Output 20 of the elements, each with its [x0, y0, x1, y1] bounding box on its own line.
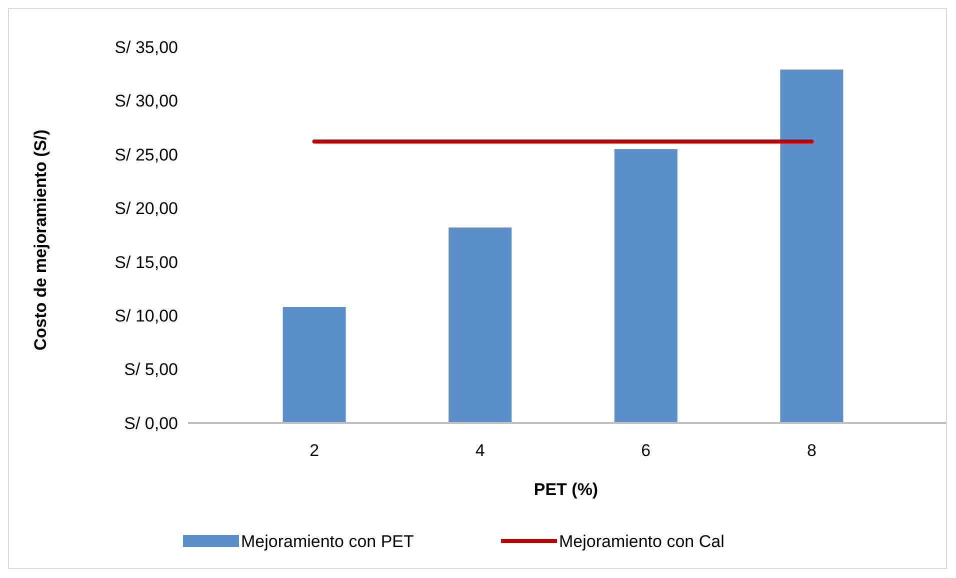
x-tick-label: 8 — [806, 441, 816, 460]
x-tick-label: 6 — [641, 441, 651, 460]
y-tick-label: S/ 25,00 — [114, 145, 178, 164]
y-tick-label: S/ 30,00 — [114, 92, 178, 111]
bar — [780, 70, 844, 423]
bar — [448, 227, 512, 423]
x-tick-label: 4 — [475, 441, 485, 460]
y-tick-label: S/ 20,00 — [114, 199, 178, 218]
y-tick-label: S/ 5,00 — [124, 360, 178, 380]
y-tick-label: S/ 10,00 — [114, 306, 178, 326]
bar — [282, 306, 346, 423]
y-tick-label: S/ 15,00 — [114, 252, 178, 272]
x-axis-title: PET (%) — [534, 480, 598, 499]
y-tick-label: S/ 35,00 — [114, 38, 178, 57]
legend-label: Mejoramiento con Cal — [559, 532, 724, 551]
legend-label: Mejoramiento con PET — [241, 532, 414, 551]
bar — [614, 149, 678, 423]
x-tick-label: 2 — [310, 441, 320, 460]
y-axis-title: Costo de mejoramiento (S/) — [31, 129, 50, 351]
y-tick-label: S/ 0,00 — [124, 414, 178, 433]
